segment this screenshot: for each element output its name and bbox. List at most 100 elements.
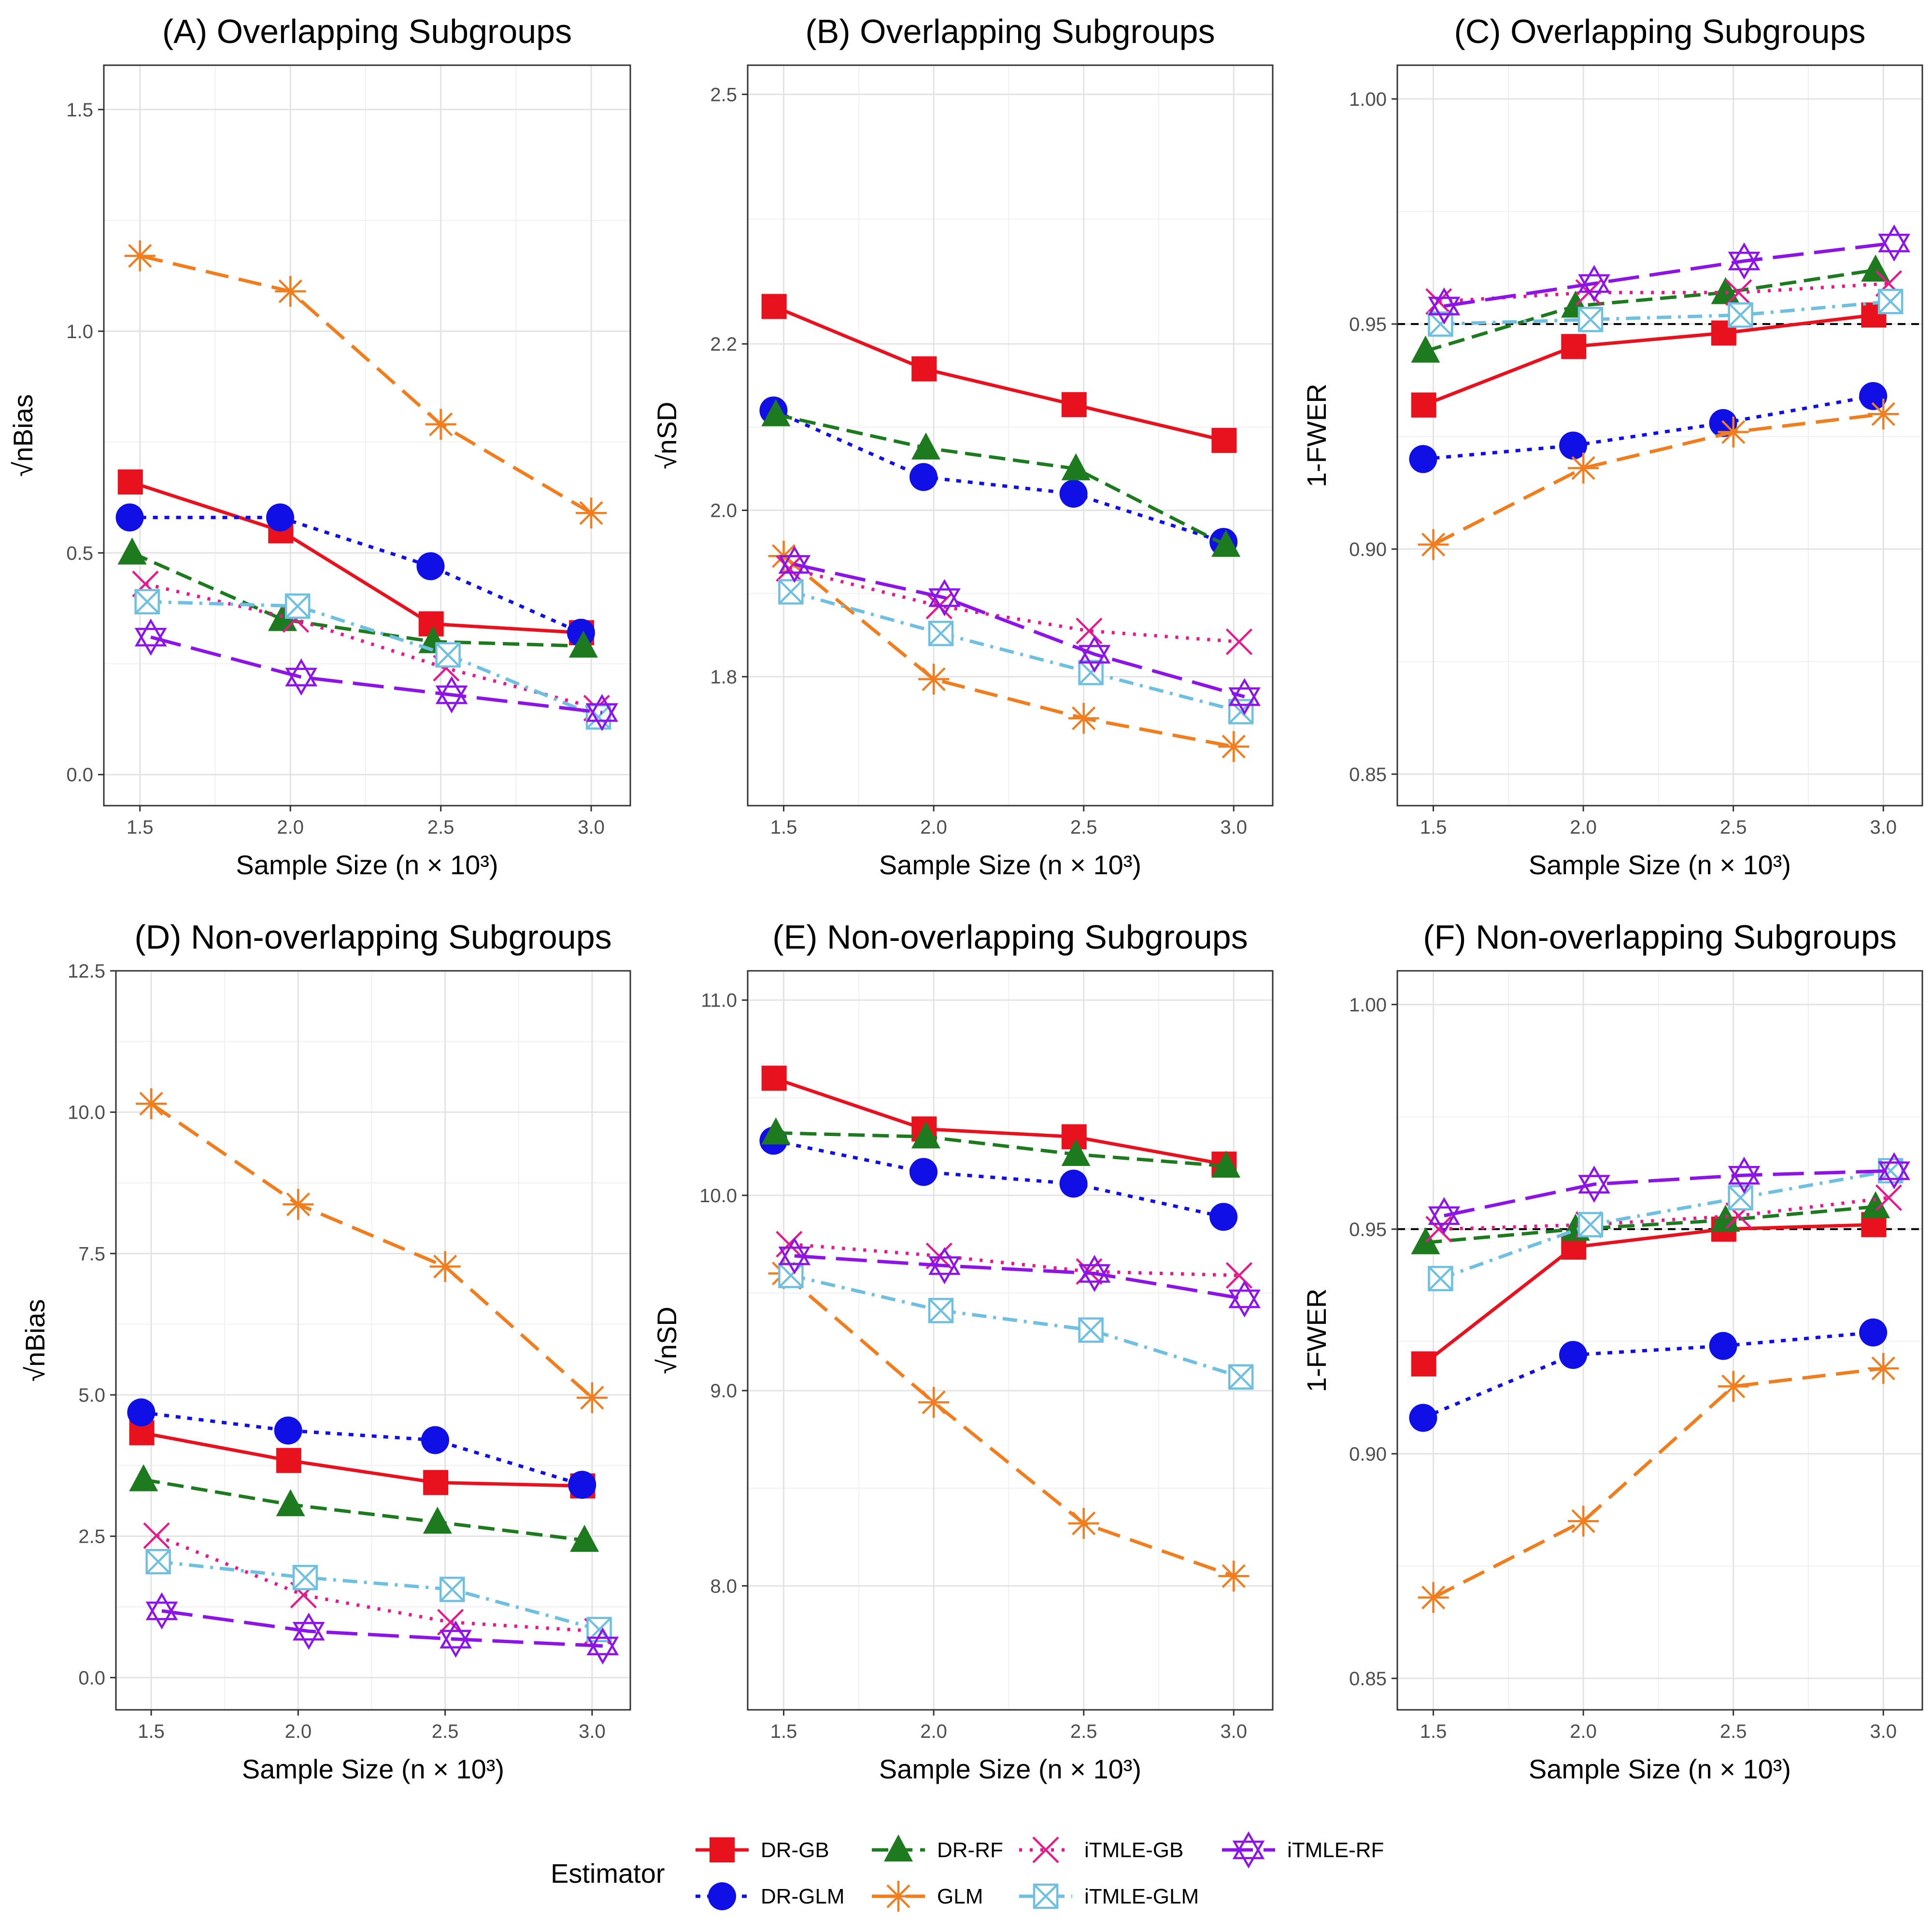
- data-point: [1418, 529, 1449, 560]
- panel-border: [747, 64, 1274, 807]
- y-tick-label: 2.0: [710, 500, 737, 522]
- x-tick-label: 2.5: [1720, 817, 1747, 838]
- data-point: [134, 589, 160, 614]
- data-point: [1709, 1332, 1737, 1360]
- series-line: [1425, 268, 1876, 353]
- data-point: [1718, 416, 1749, 448]
- data-point: [1577, 307, 1604, 332]
- y-tick-label: 0.95: [1349, 314, 1387, 335]
- series-itmle-glm: [778, 1263, 1254, 1390]
- data-point: [1568, 1506, 1599, 1537]
- data-point: [435, 642, 461, 668]
- chart-title: (C) Overlapping Subgroups: [1454, 13, 1865, 50]
- data-point: [425, 409, 456, 440]
- x-tick-label: 2.0: [1570, 1721, 1597, 1742]
- data-point: [1078, 1317, 1104, 1343]
- series-line: [143, 1478, 585, 1542]
- data-point: [1725, 279, 1752, 306]
- series-dr-rf: [1411, 255, 1890, 363]
- y-tick-label: 0.95: [1349, 1219, 1387, 1240]
- data-point: [778, 579, 804, 605]
- data-point: [1877, 289, 1904, 314]
- data-point: [1218, 731, 1250, 762]
- x-tick-label: 3.0: [579, 1721, 606, 1742]
- x-axis-label: Sample Size (n × 10³): [1529, 1754, 1791, 1784]
- series-dr-glm: [1409, 1318, 1888, 1432]
- legend-item-dr-glm: DR-GLM: [696, 1882, 845, 1910]
- series-line: [150, 1102, 594, 1399]
- series-line: [789, 1242, 1239, 1278]
- data-point: [136, 1088, 167, 1120]
- data-point: [1211, 427, 1237, 453]
- series-glm: [136, 1088, 608, 1413]
- data-point: [1878, 1152, 1910, 1190]
- data-point: [911, 1121, 940, 1149]
- legend-key-marker: [1032, 1836, 1059, 1863]
- data-point: [275, 276, 306, 307]
- data-point: [761, 399, 791, 426]
- chart-title: (A) Overlapping Subgroups: [162, 13, 572, 50]
- x-axis-label: Sample Size (n × 10³): [879, 850, 1141, 880]
- data-point: [1868, 398, 1899, 430]
- data-point: [909, 1158, 938, 1186]
- data-point: [145, 1549, 171, 1575]
- data-point: [1061, 392, 1087, 417]
- data-point: [570, 1524, 599, 1552]
- data-point: [1559, 1341, 1587, 1369]
- plot-background: [1397, 65, 1922, 806]
- series-line: [773, 1077, 1225, 1166]
- x-axis-label: Sample Size (n × 10³): [1529, 850, 1791, 880]
- series-itmle-rf: [778, 545, 1261, 715]
- x-tick-label: 1.5: [127, 817, 154, 838]
- chart-panel-c: 0.85 0.90 0.95 1.00 1.5 2.0 2.5 3.0 (C) Overlapp…: [1301, 13, 1923, 880]
- y-tick-label: 0.85: [1349, 1668, 1387, 1690]
- legend-label: iTMLE-GLM: [1084, 1885, 1199, 1908]
- series-itmle-rf: [778, 1237, 1261, 1318]
- data-point: [1068, 703, 1099, 734]
- chart-title: (B) Overlapping Subgroups: [805, 13, 1215, 50]
- data-point: [1225, 628, 1253, 655]
- data-point: [568, 630, 598, 658]
- data-point: [1728, 1185, 1753, 1210]
- data-point: [911, 432, 940, 460]
- data-point: [266, 503, 294, 532]
- data-point: [576, 1382, 608, 1413]
- data-point: [117, 537, 147, 565]
- series-line: [141, 1410, 583, 1487]
- data-point: [423, 1506, 452, 1534]
- plot-background: [748, 971, 1273, 1710]
- series-line: [1423, 313, 1874, 407]
- data-point: [918, 664, 950, 695]
- data-point: [1568, 453, 1599, 484]
- series-itmle-rf: [1428, 224, 1910, 325]
- data-point: [423, 1470, 449, 1495]
- data-point: [1211, 1151, 1241, 1178]
- x-tick-label: 3.0: [1220, 1721, 1247, 1742]
- data-point: [1878, 224, 1910, 262]
- y-tick-label: 2.5: [710, 84, 737, 105]
- y-axis-label: 1-FWER: [1301, 1289, 1332, 1392]
- legend-key-marker: [710, 1837, 735, 1862]
- series-line: [776, 1131, 1226, 1168]
- series-itmle-rf: [1428, 1152, 1910, 1235]
- data-point: [429, 1251, 461, 1282]
- data-point: [1428, 1265, 1453, 1292]
- data-point: [1728, 302, 1753, 328]
- series-dr-rf: [761, 399, 1241, 557]
- data-point: [1561, 334, 1587, 359]
- y-tick-label: 9.0: [710, 1380, 737, 1402]
- series-line: [161, 1609, 603, 1648]
- legend-label: iTMLE-RF: [1287, 1838, 1384, 1862]
- data-point: [1409, 1404, 1437, 1432]
- data-point: [1411, 335, 1440, 363]
- data-point: [1875, 1184, 1903, 1211]
- y-tick-label: 0.0: [78, 1667, 105, 1689]
- data-point: [1578, 1165, 1610, 1203]
- series-glm: [124, 240, 607, 529]
- series-line: [1440, 299, 1891, 326]
- data-point: [1218, 1561, 1250, 1592]
- data-point: [284, 593, 311, 619]
- x-tick-label: 3.0: [578, 817, 605, 838]
- panel-border: [1396, 970, 1923, 1711]
- series-line: [150, 635, 602, 714]
